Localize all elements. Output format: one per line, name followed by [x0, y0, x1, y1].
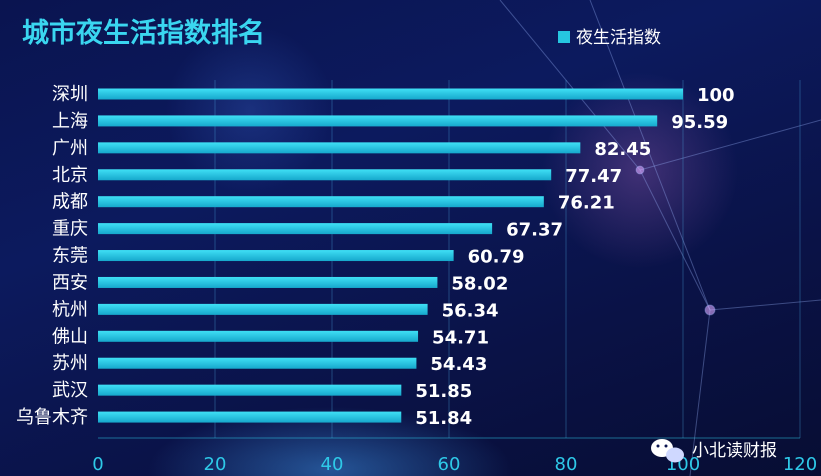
value-label: 51.84	[415, 408, 472, 429]
x-tick-label: 80	[555, 454, 578, 475]
chart-title: 城市夜生活指数排名	[22, 17, 265, 49]
category-label: 重庆	[52, 219, 88, 240]
bars	[98, 88, 683, 423]
value-label: 54.43	[430, 354, 487, 375]
category-label: 成都	[52, 192, 88, 213]
legend-swatch	[558, 31, 570, 43]
category-label: 北京	[52, 165, 88, 186]
bar	[98, 330, 419, 342]
x-tick-label: 60	[438, 454, 461, 475]
value-label: 82.45	[594, 139, 651, 160]
value-label: 95.59	[671, 112, 728, 133]
bar	[98, 250, 454, 262]
category-label: 杭州	[52, 299, 88, 320]
value-label: 76.21	[558, 193, 615, 214]
watermark: 小北读财报	[651, 439, 777, 463]
category-label: 乌鲁木齐	[16, 407, 88, 428]
bar	[98, 276, 438, 288]
bar	[98, 411, 402, 423]
category-label: 苏州	[52, 353, 88, 374]
wechat-icon	[651, 439, 684, 463]
bar	[98, 357, 417, 369]
legend-label: 夜生活指数	[576, 28, 661, 48]
value-label: 60.79	[468, 247, 525, 268]
category-label: 武汉	[52, 380, 88, 401]
value-label: 77.47	[565, 166, 622, 187]
watermark-text: 小北读财报	[692, 441, 777, 461]
value-label: 51.85	[415, 381, 472, 402]
category-label: 深圳	[52, 84, 88, 105]
category-label: 上海	[52, 111, 88, 132]
category-label: 西安	[52, 272, 88, 293]
bar	[98, 88, 683, 100]
category-label: 佛山	[52, 326, 88, 347]
value-label: 58.02	[451, 273, 508, 294]
bar	[98, 303, 428, 315]
x-tick-label: 120	[783, 454, 817, 475]
category-label: 东莞	[52, 246, 88, 267]
value-labels: 100 95.59 82.45 77.47 76.21 67.37 60.79 58.02 56…	[415, 85, 734, 429]
x-axis-ticks: 0 20 40 60 80 100 120	[92, 454, 817, 475]
bar	[98, 169, 552, 181]
value-label: 54.71	[432, 327, 489, 348]
background-decoration	[499, 0, 821, 476]
value-label: 56.34	[442, 300, 499, 321]
x-tick-label: 0	[92, 454, 103, 475]
category-label: 广州	[52, 138, 88, 159]
bar	[98, 196, 544, 208]
bar	[98, 142, 581, 154]
bar	[98, 223, 493, 235]
bar	[98, 384, 402, 396]
x-tick-label: 20	[204, 454, 227, 475]
bar	[98, 115, 658, 127]
x-tick-label: 40	[321, 454, 344, 475]
value-label: 67.37	[506, 220, 563, 241]
value-label: 100	[697, 85, 735, 106]
legend: 夜生活指数	[558, 28, 661, 48]
